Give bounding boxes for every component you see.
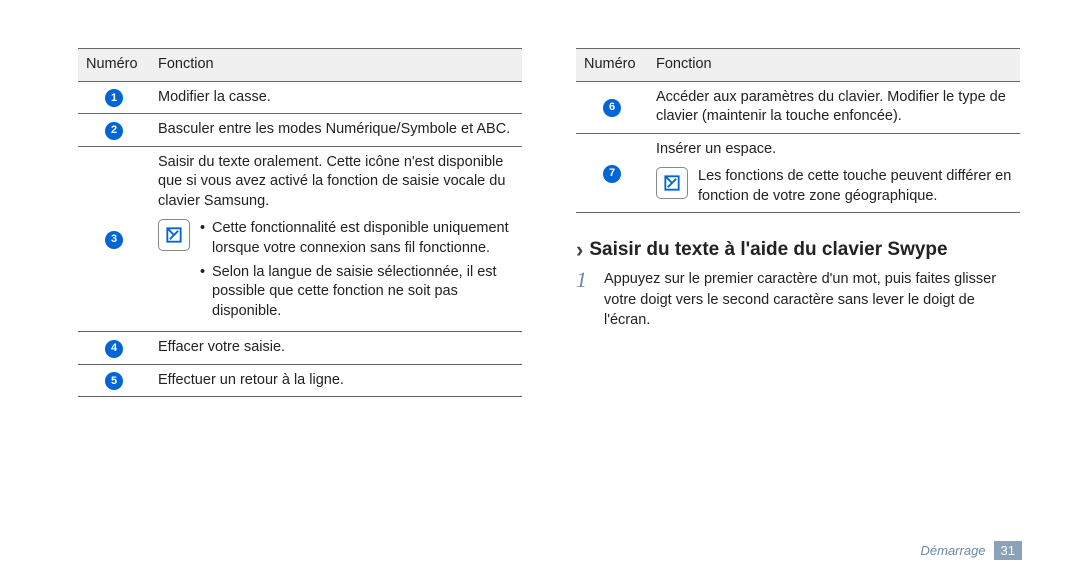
page-content: Numéro Fonction 1 Modifier la casse. 2 B… [0, 0, 1080, 397]
footer-page-number: 31 [994, 541, 1022, 560]
col-header-function: Fonction [648, 49, 1020, 82]
table-row: 5 Effectuer un retour à la ligne. [78, 364, 522, 397]
function-cell: Modifier la casse. [150, 81, 522, 114]
table-row: 2 Basculer entre les modes Numérique/Sym… [78, 114, 522, 147]
col-header-number: Numéro [78, 49, 150, 82]
function-cell: Basculer entre les modes Numérique/Symbo… [150, 114, 522, 147]
note-bullet-list: Cette fonctionnalité est disponible uniq… [200, 219, 514, 321]
table-row: 3 Saisir du texte oralement. Cette icône… [78, 146, 522, 332]
step: 1 Appuyez sur le premier caractère d'un … [576, 269, 1020, 330]
function-intro: Insérer un espace. [656, 140, 1012, 160]
footer-section-label: Démarrage [921, 543, 986, 558]
number-badge: 1 [105, 89, 123, 107]
chevron-icon: › [576, 237, 583, 263]
section-heading: Saisir du texte à l'aide du clavier Swyp… [589, 239, 947, 261]
function-cell: Effectuer un retour à la ligne. [150, 364, 522, 397]
step-text: Appuyez sur le premier caractère d'un mo… [604, 269, 1020, 330]
col-header-function: Fonction [150, 49, 522, 82]
table-row: 6 Accéder aux paramètres du clavier. Mod… [576, 81, 1020, 133]
function-cell: Insérer un espace. Les fonctions de cett… [648, 133, 1020, 213]
note-icon [158, 219, 190, 251]
function-table-left: Numéro Fonction 1 Modifier la casse. 2 B… [78, 48, 522, 397]
number-badge: 4 [105, 340, 123, 358]
number-badge: 7 [603, 165, 621, 183]
function-cell: Effacer votre saisie. [150, 332, 522, 365]
table-row: 4 Effacer votre saisie. [78, 332, 522, 365]
note-icon [656, 167, 688, 199]
note-text: Les fonctions de cette touche peuvent di… [698, 167, 1012, 206]
function-table-right: Numéro Fonction 6 Accéder aux paramètres… [576, 48, 1020, 213]
number-badge: 2 [105, 122, 123, 140]
number-badge: 6 [603, 99, 621, 117]
note-box: Cette fonctionnalité est disponible uniq… [158, 219, 514, 325]
page-footer: Démarrage 31 [921, 541, 1023, 560]
step-number: 1 [576, 269, 594, 330]
right-column: Numéro Fonction 6 Accéder aux paramètres… [576, 48, 1020, 397]
table-row: 7 Insérer un espace. Les fonctions de ce… [576, 133, 1020, 213]
function-intro: Saisir du texte oralement. Cette icône n… [158, 153, 514, 212]
note-bullet: Selon la langue de saisie sélectionnée, … [200, 263, 514, 322]
col-header-number: Numéro [576, 49, 648, 82]
number-badge: 3 [105, 231, 123, 249]
left-column: Numéro Fonction 1 Modifier la casse. 2 B… [78, 48, 522, 397]
section-title: › Saisir du texte à l'aide du clavier Sw… [576, 237, 1020, 263]
function-cell: Saisir du texte oralement. Cette icône n… [150, 146, 522, 332]
note-box: Les fonctions de cette touche peuvent di… [656, 167, 1012, 206]
number-badge: 5 [105, 372, 123, 390]
table-row: 1 Modifier la casse. [78, 81, 522, 114]
function-cell: Accéder aux paramètres du clavier. Modif… [648, 81, 1020, 133]
note-bullet: Cette fonctionnalité est disponible uniq… [200, 219, 514, 258]
